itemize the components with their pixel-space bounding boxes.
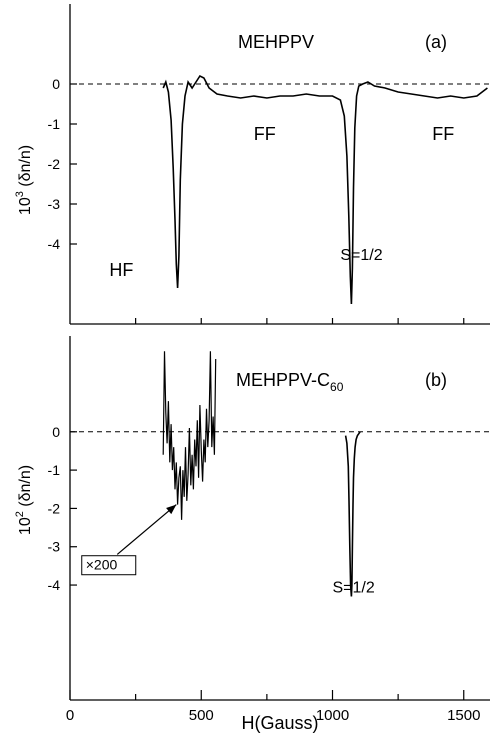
- panel-b-y-tick-label: -4: [48, 577, 61, 593]
- panel-b-arrow-head: [166, 504, 177, 515]
- panel-b-series-label-sub: 60: [330, 380, 344, 394]
- panel-b-s-half-series-line: [344, 431, 361, 597]
- panel-b-y-tick-label: -1: [48, 462, 61, 478]
- panel-a-y-tick-label: -4: [48, 236, 61, 252]
- panel-a-y-tick-label: -3: [48, 196, 61, 212]
- panel-b-y-tick-label: -2: [48, 500, 61, 516]
- panel-a-ylabel-exp: 3: [14, 191, 26, 197]
- panel-a-ylabel-prefix: 10: [17, 197, 34, 215]
- panel-b-ylabel-exp: 2: [14, 511, 26, 517]
- panel-a-panel-label: (a): [425, 32, 447, 52]
- panel-a-y-axis-label: 103 (δn/n): [14, 145, 34, 215]
- panel-b-series-label-main: MEHPPV-C: [236, 370, 330, 390]
- panel-a-y-tick-label: -2: [48, 156, 61, 172]
- panel-a: 0 -1 -2 -3 -4 MEHPPV (a) HF FF FF S=1/2 103 …: [14, 4, 490, 325]
- panel-b-x-tick-label: 500: [189, 707, 214, 724]
- panel-b-y-tick-label: -3: [48, 539, 61, 555]
- panel-b-ylabel-suffix: (δn/n): [17, 465, 34, 511]
- panel-a-series-line: [162, 74, 488, 305]
- panel-b-arrow: [116, 504, 177, 555]
- panel-b-annotation-x200: ×200: [86, 557, 118, 573]
- panel-a-annotation-s-half: S=1/2: [340, 247, 382, 264]
- panel-b-x-tick-label: 0: [66, 707, 74, 724]
- panel-b-y-axis-label: 102 (δn/n): [14, 465, 34, 535]
- panel-b-hf-series-line: [162, 351, 217, 520]
- panel-a-ylabel-suffix: (δn/n): [17, 145, 34, 191]
- panel-b-x200-box: [81, 555, 137, 576]
- panel-a-y-tick-label: 0: [52, 76, 60, 92]
- panel-b-annotation-s-half: S=1/2: [333, 580, 375, 597]
- panel-b: 0 -1 -2 -3 -4 0 500 1000 1500 MEHPPV-C60 (b) ×2…: [14, 336, 490, 733]
- panel-a-x-ticks: [135, 318, 465, 324]
- panel-a-series-label: MEHPPV: [238, 32, 314, 52]
- panel-a-annotation-ff-2: FF: [432, 124, 454, 144]
- x-axis-label: H(Gauss): [241, 713, 318, 733]
- panel-b-x-ticks: 0 500 1000 1500: [66, 690, 480, 724]
- panel-b-y-tick-label: 0: [52, 424, 60, 440]
- panel-b-ylabel-prefix: 10: [17, 517, 34, 535]
- panel-b-y-ticks: 0 -1 -2 -3 -4: [48, 424, 77, 593]
- panel-b-panel-label: (b): [425, 370, 447, 390]
- panel-b-series-label: MEHPPV-C60: [236, 370, 344, 394]
- panel-a-y-tick-label: -1: [48, 116, 61, 132]
- panel-b-x-tick-label: 1500: [447, 707, 480, 724]
- panel-b-x-tick-label: 1000: [316, 707, 349, 724]
- panel-a-annotation-ff-1: FF: [254, 124, 276, 144]
- panel-a-annotation-hf: HF: [109, 260, 133, 280]
- panel-a-y-ticks: 0 -1 -2 -3 -4: [48, 76, 77, 252]
